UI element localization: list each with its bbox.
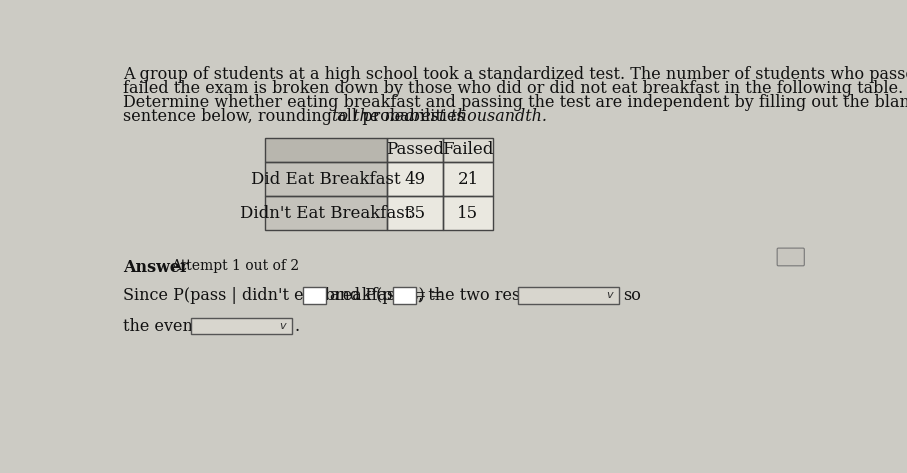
Bar bbox=[265, 138, 387, 162]
Bar bbox=[303, 288, 327, 304]
Bar bbox=[387, 162, 443, 196]
Text: sentence below, rounding all probabilities: sentence below, rounding all probabiliti… bbox=[122, 107, 470, 124]
Text: the events are: the events are bbox=[122, 318, 239, 335]
Text: 49: 49 bbox=[405, 171, 425, 188]
Text: failed the exam is broken down by those who did or did not eat breakfast in the : failed the exam is broken down by those … bbox=[122, 80, 903, 97]
Text: Determine whether eating breakfast and passing the test are independent by filli: Determine whether eating breakfast and p… bbox=[122, 94, 907, 111]
Text: Failed: Failed bbox=[443, 141, 493, 158]
Text: and P(pass) =: and P(pass) = bbox=[329, 287, 443, 304]
Text: Since P(pass | didn't eat breakfast) =: Since P(pass | didn't eat breakfast) = bbox=[122, 287, 426, 304]
Bar bbox=[191, 318, 292, 334]
Bar bbox=[443, 196, 493, 230]
Bar bbox=[443, 138, 493, 162]
Bar bbox=[443, 162, 493, 196]
Bar bbox=[443, 196, 493, 230]
Bar bbox=[387, 196, 443, 230]
Bar bbox=[443, 138, 493, 162]
Text: v: v bbox=[279, 321, 287, 331]
Text: A group of students at a high school took a standardized test. The number of stu: A group of students at a high school too… bbox=[122, 66, 907, 83]
Bar bbox=[265, 138, 387, 162]
Bar bbox=[265, 162, 387, 196]
FancyBboxPatch shape bbox=[777, 248, 805, 266]
Bar bbox=[443, 162, 493, 196]
Text: to the nearest thousandth.: to the nearest thousandth. bbox=[332, 107, 547, 124]
Text: Attempt 1 out of 2: Attempt 1 out of 2 bbox=[171, 259, 299, 272]
Text: Didn't Eat Breakfast: Didn't Eat Breakfast bbox=[240, 204, 412, 221]
Bar bbox=[265, 196, 387, 230]
Text: , the two results are: , the two results are bbox=[417, 287, 582, 304]
Bar bbox=[387, 196, 443, 230]
Text: Answer: Answer bbox=[122, 259, 188, 275]
Bar bbox=[265, 162, 387, 196]
Bar bbox=[387, 138, 443, 162]
Text: Passed: Passed bbox=[385, 141, 444, 158]
Text: 35: 35 bbox=[405, 204, 425, 221]
Text: v: v bbox=[607, 290, 613, 300]
Text: so: so bbox=[623, 287, 641, 304]
Bar bbox=[387, 162, 443, 196]
Bar bbox=[387, 138, 443, 162]
Bar bbox=[393, 288, 416, 304]
Text: 21: 21 bbox=[457, 171, 479, 188]
Bar bbox=[519, 288, 619, 304]
Text: Did Eat Breakfast: Did Eat Breakfast bbox=[251, 171, 401, 188]
Bar bbox=[265, 196, 387, 230]
Text: .: . bbox=[295, 318, 299, 335]
Text: 15: 15 bbox=[457, 204, 479, 221]
